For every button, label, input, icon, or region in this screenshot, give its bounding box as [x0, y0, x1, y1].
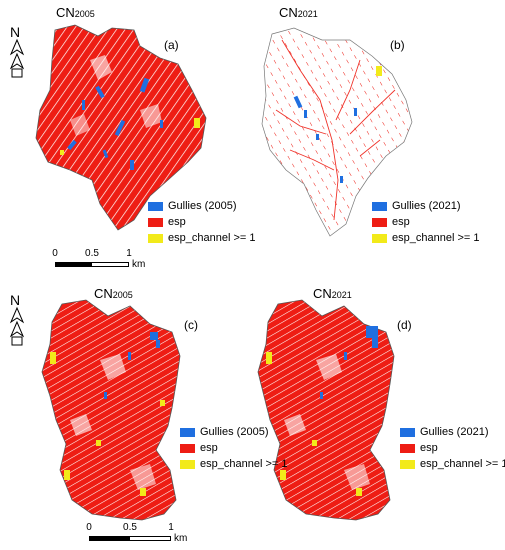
- panel-b-title: CN2021: [279, 5, 318, 20]
- north-arrow-icon: N: [9, 292, 25, 346]
- legend-item: esp: [180, 440, 287, 456]
- legend-label: esp_channel >= 1: [392, 232, 480, 244]
- scale-unit: km: [132, 259, 146, 270]
- watershed-outline-c: [41, 299, 181, 521]
- legend-b: Gullies (2021) esp esp_channel >= 1: [372, 198, 479, 246]
- swatch-gullies: [180, 427, 195, 437]
- legend-item: Gullies (2005): [148, 198, 255, 214]
- legend-item: esp: [372, 214, 479, 230]
- swatch-esp-channel: [180, 459, 195, 469]
- north-arrow-bottom: N: [4, 292, 30, 350]
- swatch-esp: [372, 217, 387, 227]
- legend-d: Gullies (2021) esp esp_channel >= 1: [400, 424, 505, 472]
- swatch-esp-channel: [372, 233, 387, 243]
- legend-item: Gullies (2005): [180, 424, 287, 440]
- swatch-gullies: [148, 201, 163, 211]
- legend-item: esp: [400, 440, 505, 456]
- scale-tick: 0: [86, 522, 92, 533]
- legend-a: Gullies (2005) esp esp_channel >= 1: [148, 198, 255, 246]
- legend-label: Gullies (2005): [168, 200, 237, 212]
- swatch-gullies: [400, 427, 415, 437]
- scale-tick: 1: [168, 522, 174, 533]
- legend-label: Gullies (2021): [392, 200, 461, 212]
- panel-a-label: (a): [164, 38, 179, 52]
- legend-item: esp_channel >= 1: [148, 230, 255, 246]
- legend-label: esp: [420, 442, 438, 454]
- scale-bar-graphic: [55, 262, 129, 267]
- legend-item: Gullies (2021): [372, 198, 479, 214]
- panel-c-label: (c): [184, 318, 198, 332]
- legend-item: esp_channel >= 1: [372, 230, 479, 246]
- scale-bar-top: 0 0.5 1 km: [50, 248, 180, 272]
- swatch-esp-channel: [148, 233, 163, 243]
- panel-c-title: CN2005: [94, 286, 133, 301]
- swatch-esp: [180, 443, 195, 453]
- scale-bar-graphic: [89, 536, 171, 541]
- panel-d-title: CN2021: [313, 286, 352, 301]
- watershed-outline-d: [257, 299, 395, 521]
- north-letter: N: [10, 292, 20, 308]
- panel-a-title: CN2005: [56, 5, 95, 20]
- north-arrow-icon: N: [9, 24, 25, 78]
- scale-unit: km: [174, 533, 188, 544]
- legend-label: esp: [392, 216, 410, 228]
- swatch-esp: [400, 443, 415, 453]
- scale-tick: 1: [126, 248, 132, 259]
- legend-label: esp_channel >= 1: [200, 458, 288, 470]
- scale-bar-bottom: 0 0.5 1 km: [84, 522, 214, 546]
- north-arrow-top: N: [4, 24, 30, 82]
- north-letter: N: [10, 24, 20, 40]
- legend-c: Gullies (2005) esp esp_channel >= 1: [180, 424, 287, 472]
- legend-label: Gullies (2021): [420, 426, 489, 438]
- legend-label: Gullies (2005): [200, 426, 269, 438]
- legend-label: esp: [168, 216, 186, 228]
- scale-tick: 0.5: [85, 248, 99, 259]
- legend-item: esp_channel >= 1: [400, 456, 505, 472]
- swatch-gullies: [372, 201, 387, 211]
- scale-tick: 0: [52, 248, 58, 259]
- swatch-esp: [148, 217, 163, 227]
- watershed-outline-b: [261, 27, 413, 237]
- legend-label: esp_channel >= 1: [420, 458, 505, 470]
- panel-b-label: (b): [390, 38, 405, 52]
- legend-label: esp: [200, 442, 218, 454]
- swatch-esp-channel: [400, 459, 415, 469]
- legend-label: esp_channel >= 1: [168, 232, 256, 244]
- legend-item: esp: [148, 214, 255, 230]
- legend-item: esp_channel >= 1: [180, 456, 287, 472]
- legend-item: Gullies (2021): [400, 424, 505, 440]
- panel-d-label: (d): [397, 318, 412, 332]
- scale-tick: 0.5: [123, 522, 137, 533]
